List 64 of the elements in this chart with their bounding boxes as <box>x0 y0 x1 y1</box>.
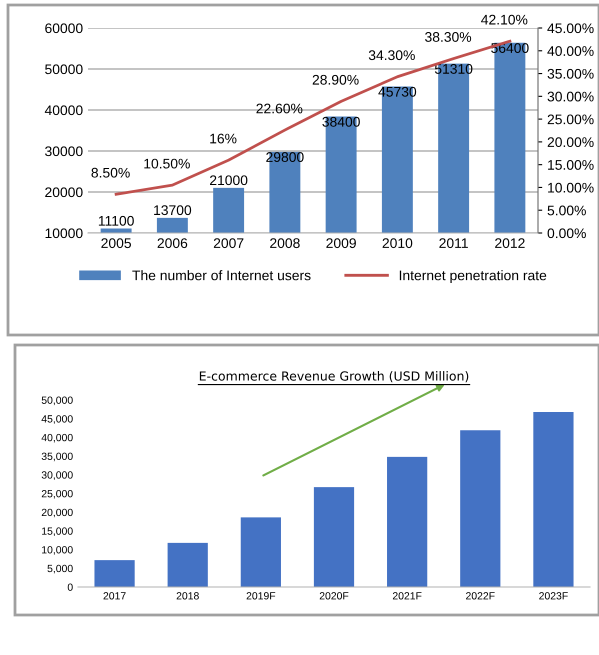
y-tick-label: 10000 <box>46 228 83 238</box>
x-tick-label: 2009 <box>326 238 356 248</box>
bar <box>460 430 500 587</box>
y-tick-label: 40,000 <box>42 434 73 443</box>
y2-tick-label: 5.00% <box>548 206 586 216</box>
bar <box>533 412 574 587</box>
chart-title: E-commerce Revenue Growth (USD Million) <box>200 371 468 382</box>
legend-label: The number of Internet users <box>132 270 311 280</box>
y-tick-label: 45,000 <box>42 415 73 424</box>
data-label: 10.50% <box>144 158 190 169</box>
y-tick-label: 20,000 <box>42 508 73 518</box>
y-tick-label: 20000 <box>45 187 83 198</box>
y-tick-label: 40000 <box>44 105 83 116</box>
x-tick-label: 2017 <box>104 592 126 600</box>
y-tick-label: 0 <box>68 584 73 591</box>
x-tick-label: 2012 <box>495 238 525 248</box>
y2-tick-label: 0.00% <box>548 228 586 238</box>
x-tick-label: 2023F <box>539 592 568 600</box>
legend-label: Internet penetration rate <box>400 270 546 284</box>
x-tick-label: 2007 <box>214 238 244 248</box>
x-tick-label: 2020F <box>320 592 348 600</box>
y-tick-label: 35,000 <box>42 452 73 462</box>
x-tick-label: 2019F <box>246 592 276 600</box>
y-tick-label: 25,000 <box>42 490 73 499</box>
y2-tick-label: 25.00% <box>548 114 594 124</box>
x-tick-label: 2006 <box>158 238 188 248</box>
y-tick-label: 50000 <box>45 64 83 74</box>
y-tick-label: 5,000 <box>47 564 73 574</box>
y2-tick-label: 20.00% <box>548 137 594 148</box>
x-tick-label: 2005 <box>101 238 131 248</box>
data-label: 42.10% <box>481 14 528 25</box>
data-label: 8.50% <box>91 168 130 178</box>
data-label: 51310 <box>434 64 472 74</box>
data-label: 13700 <box>154 205 192 216</box>
x-tick-label: 2018 <box>176 592 199 600</box>
y-tick-label: 30,000 <box>42 471 73 480</box>
x-tick-label: 2010 <box>382 238 412 248</box>
y-tick-label: 30000 <box>45 146 83 156</box>
data-label: 16% <box>210 134 236 144</box>
y-tick-label: 50,000 <box>42 396 73 406</box>
y-tick-label: 60000 <box>45 23 83 34</box>
data-label: 21000 <box>210 175 248 186</box>
y2-tick-label: 40.00% <box>547 46 594 56</box>
data-label: 38.30% <box>425 32 472 42</box>
y-tick-label: 15,000 <box>42 527 73 536</box>
bar <box>94 560 135 587</box>
y2-tick-label: 35.00% <box>548 68 594 79</box>
data-label: 22.60% <box>256 104 302 114</box>
data-label: 34.30% <box>368 50 415 60</box>
x-tick-label: 2011 <box>439 238 468 248</box>
y-tick-label: 10,000 <box>42 546 73 555</box>
bar <box>387 456 428 587</box>
bar <box>168 542 208 587</box>
bar <box>240 517 281 587</box>
bar <box>314 487 354 587</box>
y2-tick-label: 10.00% <box>548 182 594 193</box>
y2-tick-label: 30.00% <box>548 92 594 102</box>
x-tick-label: 2022F <box>466 592 495 600</box>
y2-tick-label: 15.00% <box>548 160 594 170</box>
data-label: 28.90% <box>312 74 359 85</box>
y2-tick-label: 45.00% <box>547 23 594 34</box>
data-label: 11100 <box>98 216 134 226</box>
x-tick-label: 2008 <box>270 238 300 248</box>
x-tick-label: 2021F <box>392 592 422 600</box>
